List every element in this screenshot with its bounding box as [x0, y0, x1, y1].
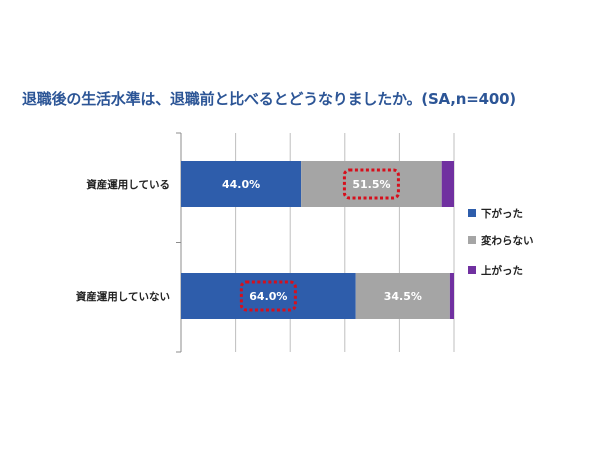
legend-swatch [468, 209, 476, 217]
category-label: 資産運用していない [76, 290, 170, 303]
category-label: 資産運用している [86, 178, 170, 191]
highlight-box [342, 168, 400, 200]
category-axis [176, 132, 182, 353]
legend-label: 下がった [481, 207, 523, 220]
legend-swatch [468, 266, 476, 274]
legend-swatch [468, 236, 476, 244]
data-label: 34.5% [384, 290, 422, 303]
data-label: 51.5% [352, 178, 390, 191]
bar-segment [441, 161, 454, 207]
data-labels: 44.0% 51.5% 64.0% 34.5% [222, 168, 422, 312]
bars [181, 161, 454, 319]
highlight-box [239, 280, 297, 312]
data-label: 44.0% [222, 178, 260, 191]
bar-segment [181, 161, 302, 207]
bar-segment [355, 273, 450, 319]
chart-title: 退職後の生活水準は、退職前と比べるとどうなりましたか。(SA,n=400) [22, 90, 516, 108]
legend-label: 変わらない [481, 234, 534, 247]
legend-label: 上がった [481, 264, 523, 277]
bar-segment [449, 273, 454, 319]
data-label: 64.0% [249, 290, 287, 303]
